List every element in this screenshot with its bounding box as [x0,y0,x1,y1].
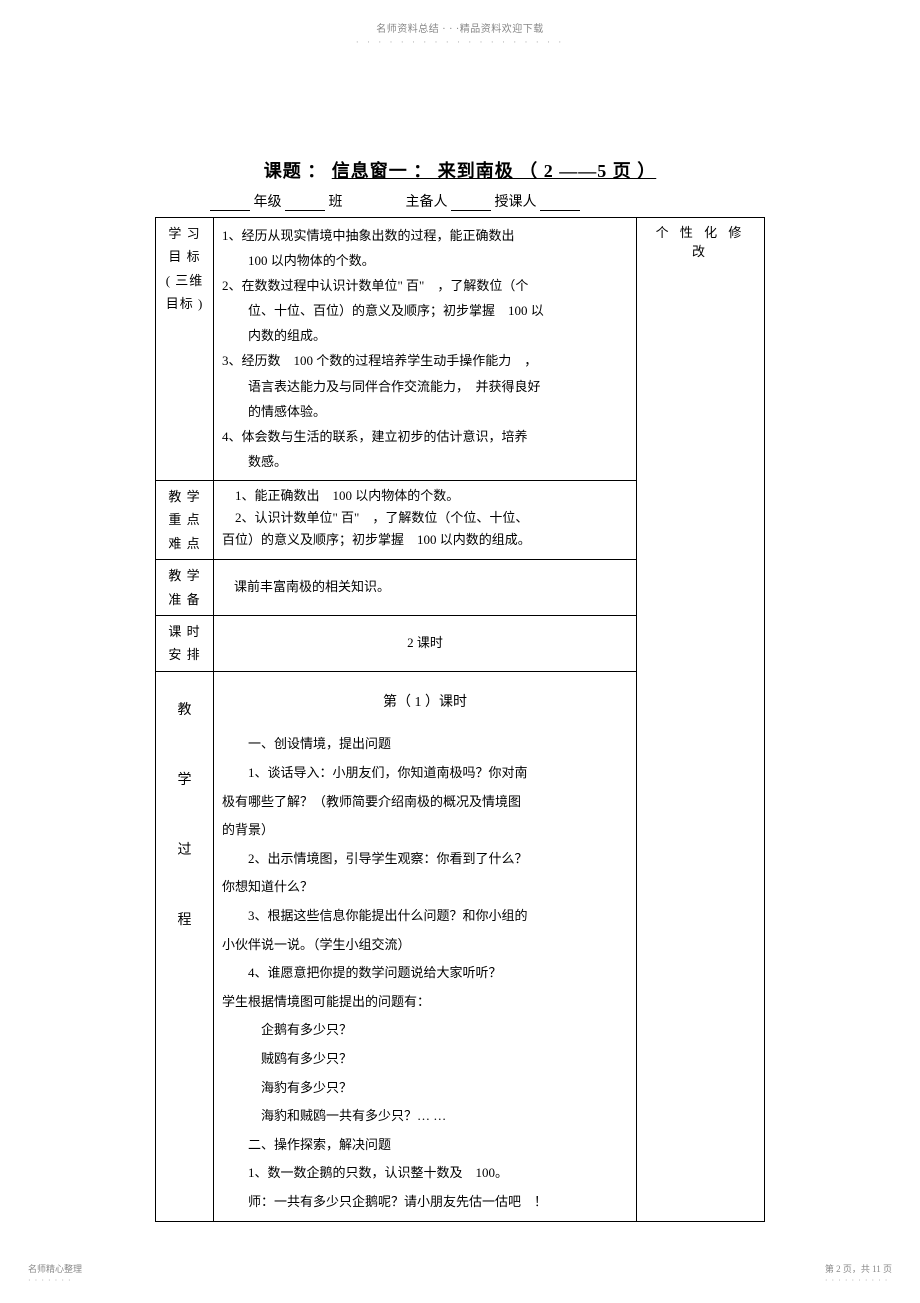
process-question: 贼鸥有多少只？ [222,1045,628,1074]
page-header-dots: · · · · · · · · · · · · · · · · · · · [0,37,920,47]
process-heading: 一、创设情境，提出问题 [222,730,628,759]
footer-right-text: 第 2 页，共 11 页 [825,1264,892,1274]
process-char: 程 [178,913,192,928]
subtitle-line: 年级 班 主备人 授课人 [210,191,765,211]
objectives-content-cell: 1、经历从现实情境中抽象出数的过程，能正确数出 100 以内物体的个数。 2、在… [214,218,637,481]
process-char: 过 [178,843,192,858]
keypoint-item: 2、认识计数单位" 百" ，了解数位（个位、十位、 [222,510,528,525]
process-label-cell: 教 学 过 程 [156,671,214,1221]
process-para: 3、根据这些信息你能提出什么问题？和你小组的 [222,902,628,931]
teacher-label: 授课人 [495,195,537,210]
process-question: 海豹和贼鸥一共有多少只？… … [222,1102,628,1131]
footer-left-text: 名师精心整理 [28,1264,82,1274]
preparer-blank [451,197,491,211]
objective-item: 位、十位、百位）的意义及顺序；初步掌握 100 以 [222,300,628,322]
process-question: 企鹅有多少只？ [222,1016,628,1045]
process-content-cell: 第（ 1 ）课时 一、创设情境，提出问题 1、谈话导入：小朋友们，你知道南极吗？… [214,671,637,1221]
process-para: 小伙伴说一说。（学生小组交流） [222,931,628,960]
process-para: 2、出示情境图，引导学生观察：你看到了什么？ [222,845,628,874]
table-row: 学 习目 标( 三维目标 ) 1、经历从现实情境中抽象出数的过程，能正确数出 1… [156,218,765,481]
footer-dots: · · · · · · · [28,1276,72,1285]
process-para: 师：一共有多少只企鹅呢？请小朋友先估一估吧 ！ [222,1188,628,1217]
title-underlined: 信息窗一 ： 来到南极 （ 2 ——5 页 ） [332,161,657,181]
keypoint-item: 1、能正确数出 100 以内物体的个数。 [222,488,459,503]
objective-item: 100 以内物体的个数。 [222,250,628,272]
keypoints-label-cell: 教 学重 点难 点 [156,480,214,559]
process-para: 4、谁愿意把你提的数学问题说给大家听听？ [222,959,628,988]
objective-item: 4、体会数与生活的联系，建立初步的估计意识，培养 [222,426,628,448]
process-para: 极有哪些了解？（教师简要介绍南极的概况及情境图 [222,788,628,817]
prep-content-cell: 课前丰富南极的相关知识。 [214,560,637,616]
objective-item: 3、经历数 100 个数的过程培养学生动手操作能力 ， [222,350,628,372]
grade-blank [210,197,250,211]
process-char: 教 [178,703,192,718]
preparer-label: 主备人 [406,195,448,210]
process-para: 的背景） [222,816,628,845]
process-question: 海豹有多少只？ [222,1074,628,1103]
process-heading: 二、操作探索，解决问题 [222,1131,628,1160]
periods-content-cell: 2 课时 [214,615,637,671]
objective-item: 1、经历从现实情境中抽象出数的过程，能正确数出 [222,225,628,247]
process-para: 你想知道什么？ [222,873,628,902]
footer-right: 第 2 页，共 11 页 · · · · · · · · · · [825,1262,892,1285]
grade-label: 年级 [254,195,282,210]
process-para: 1、数一数企鹅的只数，认识整十数及 100。 [222,1159,628,1188]
teacher-blank [540,197,580,211]
modification-cell: 个 性 化 修 改 [637,218,765,1222]
objective-item: 2、在数数过程中认识计数单位" 百" ，了解数位（个 [222,275,628,297]
objective-item: 数感。 [222,451,628,473]
class-label: 班 [329,195,343,210]
keypoints-content-cell: 1、能正确数出 100 以内物体的个数。 2、认识计数单位" 百" ，了解数位（… [214,480,637,559]
keypoint-item: 百位）的意义及顺序；初步掌握 100 以内数的组成。 [222,532,531,547]
objectives-label-cell: 学 习目 标( 三维目标 ) [156,218,214,481]
objective-item: 的情感体验。 [222,401,628,423]
lesson-title: 课题 ： 信息窗一 ： 来到南极 （ 2 ——5 页 ） [155,157,765,183]
title-prefix: 课题 ： [264,161,327,181]
periods-label-cell: 课 时安 排 [156,615,214,671]
prep-label-cell: 教 学准 备 [156,560,214,616]
objective-item: 语言表达能力及与同伴合作交流能力， 并获得良好 [222,376,628,398]
lesson-plan-table: 学 习目 标( 三维目标 ) 1、经历从现实情境中抽象出数的过程，能正确数出 1… [155,217,765,1222]
page-header-text: 名师资料总结 · · ·精品资料欢迎下载 [0,0,920,35]
process-char: 学 [178,773,192,788]
class-blank [285,197,325,211]
footer-left: 名师精心整理 · · · · · · · [28,1262,82,1285]
process-para: 1、谈话导入：小朋友们，你知道南极吗？你对南 [222,759,628,788]
footer-dots: · · · · · · · · · · [825,1276,889,1285]
process-para: 学生根据情境图可能提出的问题有： [222,988,628,1017]
period-title: 第（ 1 ）课时 [222,688,628,719]
objective-item: 内数的组成。 [222,325,628,347]
main-content: 课题 ： 信息窗一 ： 来到南极 （ 2 ——5 页 ） 年级 班 主备人 授课… [155,157,765,1222]
modification-header: 个 性 化 修 改 [645,222,756,260]
